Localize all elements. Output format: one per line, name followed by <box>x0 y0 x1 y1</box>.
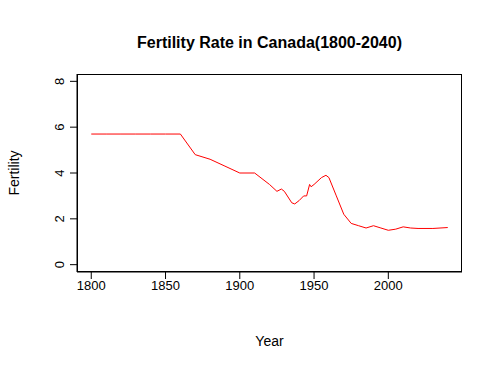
html-text:Fertility: Fertility <box>6 150 22 196</box>
svg-text:1900: 1900 <box>225 278 254 293</box>
html-text:Fertility Rate in Canada(1800-: Fertility Rate in Canada(1800-2040) <box>137 34 402 51</box>
svg-text:1950: 1950 <box>300 278 329 293</box>
svg-text:1850: 1850 <box>151 278 180 293</box>
svg-text:2000: 2000 <box>374 278 403 293</box>
svg-text:1800: 1800 <box>77 278 106 293</box>
svg-text:2: 2 <box>52 215 67 222</box>
svg-text:6: 6 <box>52 124 67 131</box>
svg-text:4: 4 <box>52 169 67 176</box>
html-text:Year: Year <box>255 333 284 349</box>
svg-text:0: 0 <box>52 261 67 268</box>
svg-text:8: 8 <box>52 78 67 85</box>
